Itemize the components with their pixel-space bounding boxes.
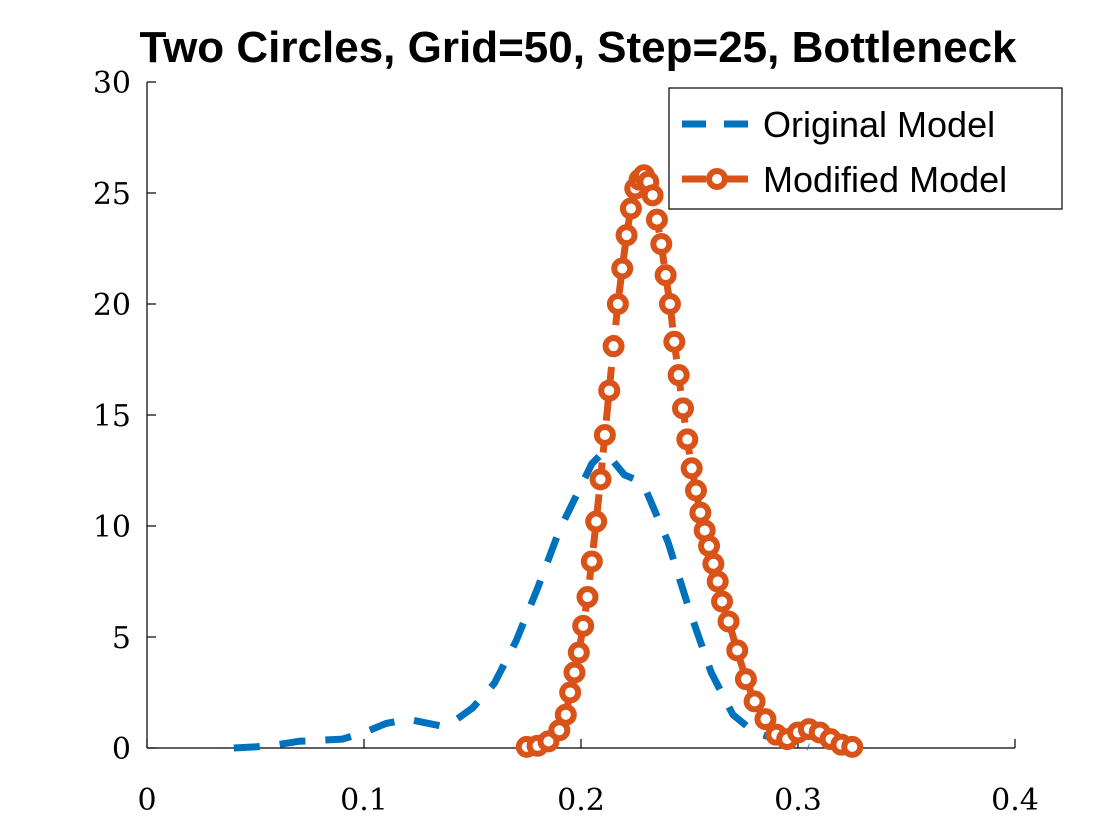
x-tick-label: 0.2 [557, 783, 605, 818]
modified-model-data-point [743, 690, 766, 713]
modified-model-data-point [671, 397, 694, 420]
axes: 0 0.1 0.2 0.3 0.4 0 5 10 15 20 25 30 [93, 66, 1039, 818]
modified-model-data-point [593, 423, 616, 446]
modified-model-data-point [676, 428, 699, 451]
modified-model-data-point [611, 257, 634, 280]
modified-model-data-point [563, 661, 586, 684]
modified-model-data-point [711, 590, 734, 613]
y-tick-label: 0 [112, 732, 131, 767]
chart-title: Two Circles, Grid=50, Step=25, Bottlenec… [139, 23, 1017, 72]
modified-model-data-point [650, 233, 673, 256]
legend-box [668, 87, 1063, 210]
modified-model-data-point [645, 208, 668, 231]
modified-model-data-point [706, 570, 729, 593]
modified-model-data-point [589, 468, 612, 491]
modified-model-data-point [606, 293, 629, 315]
modified-model-data-point [654, 264, 677, 287]
modified-model-data-point [717, 610, 740, 633]
modified-model-data-point [663, 330, 686, 353]
x-tick-label: 0.1 [340, 783, 388, 818]
modified-model-data-point [576, 586, 599, 609]
modified-model-data-point [602, 335, 625, 358]
modified-model-data-point [734, 668, 757, 691]
original-model-series-line [233, 449, 810, 752]
modified-model-data-point [689, 501, 712, 524]
modified-model-data-point [667, 364, 690, 387]
modified-model-legend-label: Modified Model [763, 159, 1007, 200]
modified-model-data-point [680, 457, 703, 480]
y-tick-label: 5 [112, 621, 131, 656]
modified-model-data-point [641, 184, 664, 207]
modified-model-data-point [685, 479, 708, 502]
modified-model-legend-marker [706, 168, 728, 190]
plot-area [233, 164, 864, 758]
modified-model-data-point [698, 534, 721, 557]
y-tick-label: 20 [93, 288, 131, 323]
modified-model-data-point [567, 641, 590, 664]
y-tick-label: 10 [93, 510, 131, 545]
y-tick-label: 25 [93, 177, 131, 212]
modified-model-data-point [598, 379, 621, 402]
x-tick-label: 0 [137, 783, 156, 818]
modified-model-data-point [585, 510, 608, 533]
modified-model-data-point [615, 224, 638, 247]
modified-model-data-point [554, 703, 577, 726]
y-tick-label: 15 [93, 399, 131, 434]
modified-model-data-point [754, 708, 777, 731]
x-tick-label: 0.3 [774, 783, 822, 818]
modified-model-data-point [619, 197, 642, 220]
y-tick-label: 30 [93, 66, 131, 101]
original-model-legend-label: Original Model [763, 104, 995, 145]
modified-model-data-point [572, 614, 595, 637]
modified-model-data-point [841, 735, 864, 758]
x-tick-label: 0.4 [991, 783, 1039, 818]
modified-model-data-point [726, 639, 749, 662]
modified-model-data-point [559, 681, 582, 704]
modified-model-data-point [658, 293, 681, 315]
modified-model-data-point [580, 550, 603, 573]
legend: Original Model Modified Model [668, 87, 1063, 210]
modified-model-data-point [702, 552, 725, 575]
